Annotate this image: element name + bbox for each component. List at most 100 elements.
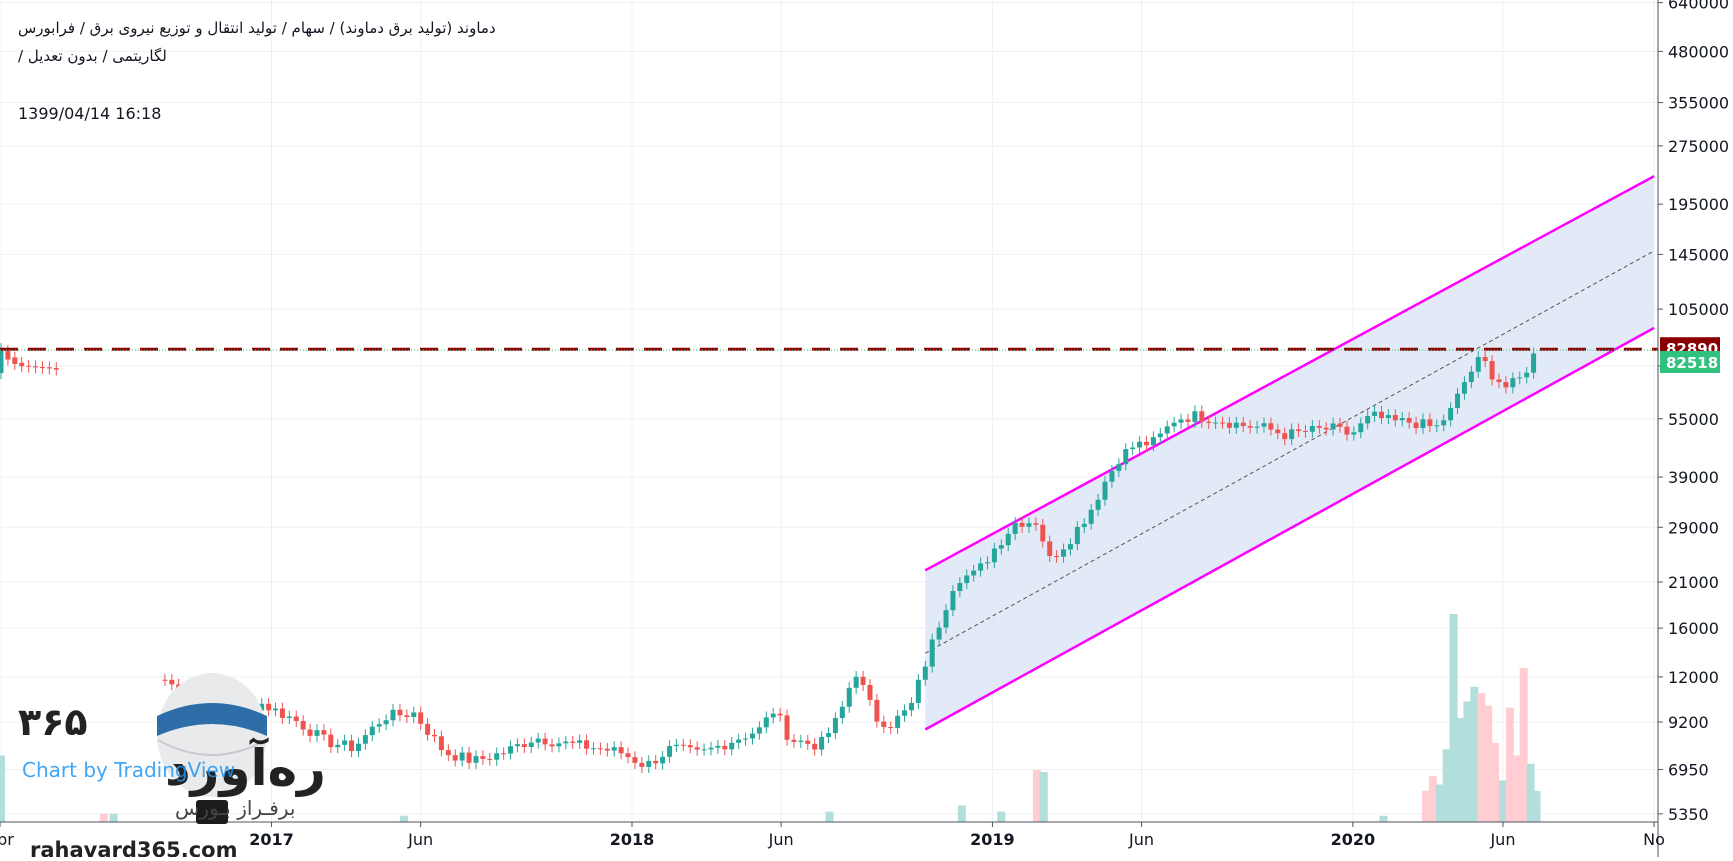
candle-body bbox=[922, 666, 928, 680]
volume-bar bbox=[1449, 614, 1458, 822]
volume-bar bbox=[99, 813, 108, 822]
volume-bar bbox=[1484, 705, 1493, 822]
candle-body bbox=[431, 734, 437, 737]
candle-body bbox=[1468, 371, 1474, 383]
candle-body bbox=[563, 741, 569, 744]
candle-body bbox=[1061, 549, 1067, 557]
candle-body bbox=[349, 740, 355, 752]
candle-body bbox=[293, 716, 299, 721]
candle-body bbox=[397, 709, 403, 716]
candle-body bbox=[1268, 423, 1274, 430]
y-tick-label: 29000 bbox=[1668, 518, 1719, 537]
candle-body bbox=[438, 736, 444, 751]
candle-body bbox=[1074, 526, 1080, 545]
candle-body bbox=[978, 563, 984, 571]
candle-body bbox=[1482, 356, 1488, 362]
candle-body bbox=[1192, 411, 1198, 422]
candle-body bbox=[805, 740, 811, 744]
candle-body bbox=[639, 762, 645, 767]
candle-body bbox=[12, 357, 18, 364]
candle-body bbox=[273, 708, 279, 711]
candle-body bbox=[39, 367, 45, 369]
balloon-band bbox=[157, 703, 267, 736]
candle-body bbox=[259, 703, 265, 711]
candle-body bbox=[528, 742, 534, 748]
candle-body bbox=[390, 709, 396, 721]
candle-body bbox=[895, 715, 901, 728]
y-tick-label: 145000 bbox=[1668, 245, 1729, 264]
candle-body bbox=[874, 699, 880, 722]
candle-body bbox=[542, 738, 548, 745]
volume-bar bbox=[0, 755, 5, 822]
candle-body bbox=[908, 702, 914, 711]
candle-body bbox=[521, 744, 527, 748]
candle-body bbox=[853, 676, 859, 688]
y-tick-label: 195000 bbox=[1668, 195, 1729, 214]
candle-body bbox=[501, 753, 507, 755]
candle-body bbox=[425, 723, 431, 735]
candle-body bbox=[860, 676, 866, 685]
candle-body bbox=[763, 717, 769, 728]
volume-bar bbox=[1477, 693, 1486, 822]
candle-body bbox=[839, 706, 845, 718]
watermark-logo: ۳۶۵ ره‌آورد برفـراز بـورس rahavard365.co… bbox=[18, 673, 326, 861]
candle-body bbox=[611, 747, 617, 751]
x-tick-label: 2017 bbox=[249, 830, 294, 849]
candle-body bbox=[19, 362, 25, 367]
candle-body bbox=[1461, 382, 1467, 394]
x-tick-label: Jun bbox=[768, 830, 794, 849]
volume-bar bbox=[1435, 784, 1444, 822]
candle-body bbox=[632, 757, 638, 763]
candle-body bbox=[53, 367, 59, 370]
candle-body bbox=[1379, 411, 1385, 419]
candle-body bbox=[1233, 422, 1239, 428]
candle-body bbox=[1434, 425, 1440, 427]
candle-body bbox=[404, 715, 410, 718]
candle-body bbox=[1475, 356, 1481, 372]
candle-body bbox=[577, 740, 583, 743]
candle-body bbox=[1503, 382, 1509, 388]
y-tick-label: 9200 bbox=[1668, 713, 1709, 732]
candle-body bbox=[1102, 481, 1108, 500]
candle-body bbox=[729, 742, 735, 750]
timestamp: 1399/04/14 16:18 bbox=[18, 104, 162, 123]
channel-fill bbox=[925, 176, 1655, 730]
candle-body bbox=[936, 627, 942, 640]
candle-body bbox=[286, 716, 292, 718]
candle-body bbox=[1344, 426, 1350, 435]
volume-bar bbox=[1421, 790, 1430, 822]
candle-body bbox=[1254, 426, 1260, 428]
candle-body bbox=[1531, 353, 1537, 373]
candle-body bbox=[508, 746, 514, 754]
candle-body bbox=[597, 748, 603, 750]
volume-bar bbox=[1379, 815, 1388, 822]
candle-body bbox=[1448, 407, 1454, 421]
candle-body bbox=[1171, 422, 1177, 427]
candle-body bbox=[991, 548, 997, 563]
y-tick-label: 275000 bbox=[1668, 137, 1729, 156]
candle-body bbox=[1047, 541, 1053, 556]
y-tick-label: 6950 bbox=[1668, 761, 1709, 780]
candle-body bbox=[1406, 418, 1412, 423]
candle-body bbox=[1323, 427, 1329, 430]
volume-bar bbox=[1456, 718, 1465, 822]
volume-bar bbox=[825, 811, 834, 822]
candle-body bbox=[1413, 422, 1419, 429]
scale-settings: لگاریتمی / بدون تعدیل / bbox=[18, 47, 167, 65]
candle-body bbox=[1178, 419, 1184, 423]
candle-body bbox=[1019, 522, 1025, 527]
candle-body bbox=[1289, 429, 1295, 440]
candle-body bbox=[915, 679, 921, 703]
volume-bar bbox=[1532, 790, 1541, 822]
candle-body bbox=[549, 744, 555, 747]
candle-body bbox=[383, 720, 389, 725]
balloon-basket-icon bbox=[196, 800, 228, 824]
candle-body bbox=[445, 750, 451, 756]
candle-body bbox=[1330, 423, 1336, 430]
symbol-title: دماوند (تولید برق دماوند) / سهام / تولید… bbox=[18, 19, 496, 37]
y-tick-label: 355000 bbox=[1668, 94, 1729, 113]
candle-body bbox=[1199, 411, 1205, 422]
candle-body bbox=[743, 738, 749, 740]
candle-body bbox=[971, 570, 977, 576]
